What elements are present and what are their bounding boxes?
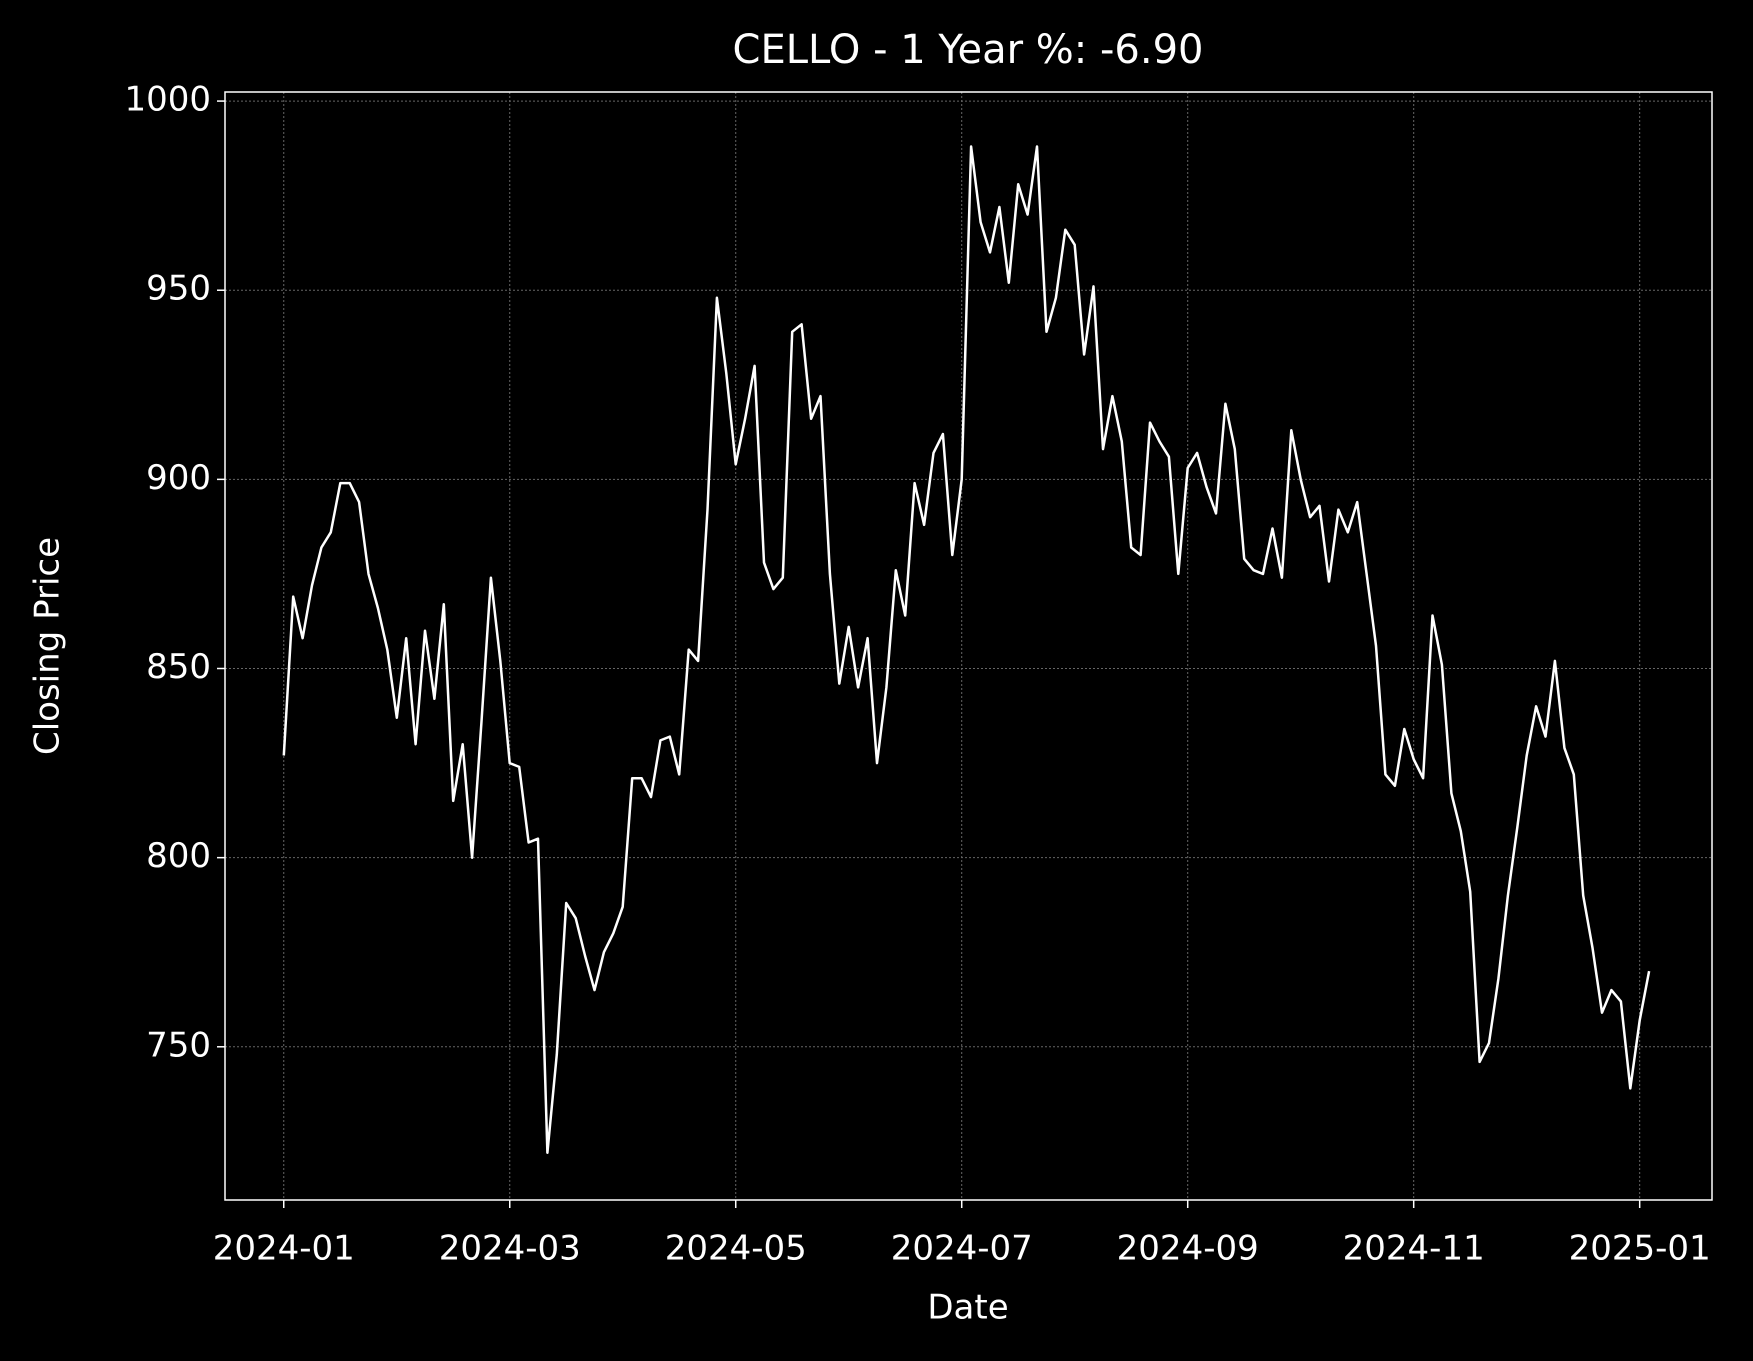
y-axis-label: Closing Price [28, 537, 68, 755]
y-tick-label: 800 [146, 836, 211, 876]
x-tick-label: 2025-01 [1569, 1229, 1711, 1269]
y-tick-label: 950 [146, 269, 211, 309]
price-line [282, 145, 1651, 1154]
chart-title: CELLO - 1 Year %: -6.90 [733, 27, 1204, 73]
plot-frame [224, 91, 1713, 1201]
y-tick-label: 850 [146, 647, 211, 687]
x-tick-label: 2024-01 [213, 1229, 355, 1269]
y-tick-label: 750 [146, 1025, 211, 1065]
y-tick-label: 1000 [124, 80, 211, 120]
x-tick-label: 2024-11 [1343, 1229, 1485, 1269]
x-tick-label: 2024-05 [665, 1229, 807, 1269]
y-tick-label: 900 [146, 458, 211, 498]
x-tick-label: 2024-07 [891, 1229, 1033, 1269]
x-tick-label: 2024-03 [439, 1229, 581, 1269]
x-tick-label: 2024-09 [1117, 1229, 1259, 1269]
x-axis-label: Date [927, 1288, 1008, 1328]
